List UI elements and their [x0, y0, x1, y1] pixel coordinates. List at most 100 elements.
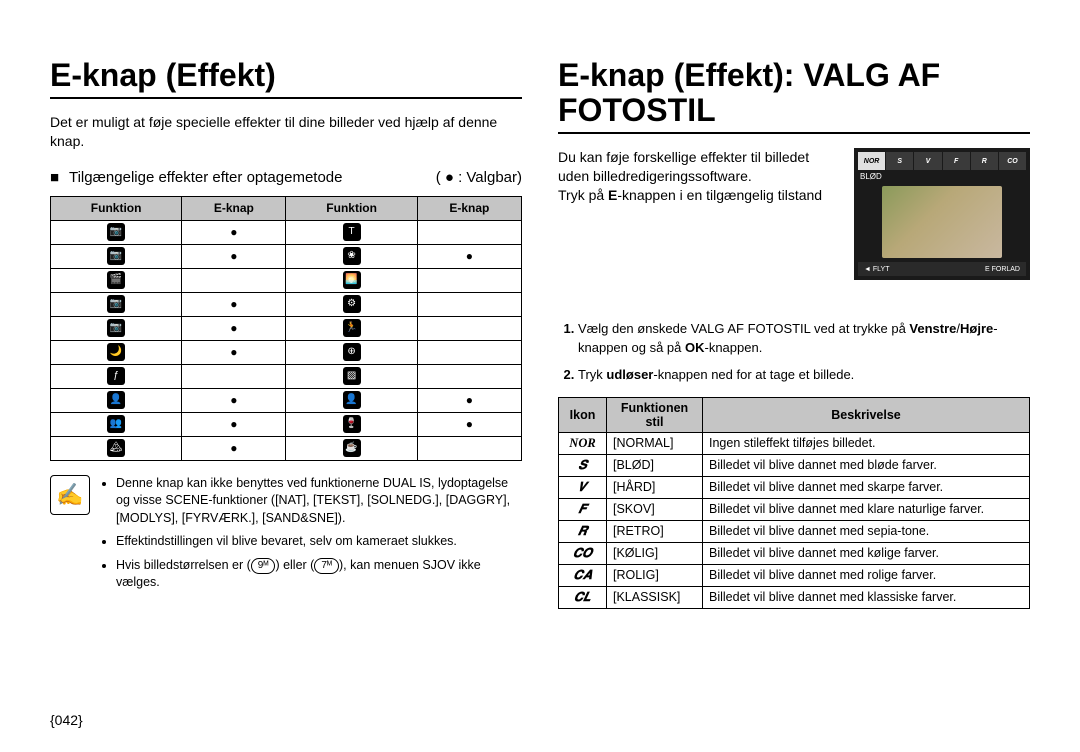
mode-icon: 👤 — [107, 391, 125, 409]
mode-icon: 📷 — [107, 319, 125, 337]
mode-icon: 📷 — [107, 223, 125, 241]
steps-list: Vælg den ønskede VALG AF FOTOSTIL ved at… — [558, 320, 1030, 385]
note-item-3: Hvis billedstørrelsen er (9ᴹ) eller (7ᴹ)… — [116, 557, 522, 592]
note-item-2: Effektindstillingen vil blive bevaret, s… — [116, 533, 522, 551]
preview-exit-label: E FORLAD — [985, 266, 1020, 273]
style-name-cell: [ROLIG] — [607, 564, 703, 586]
mode-icon: 👤 — [343, 391, 361, 409]
avail-header: Funktion — [286, 196, 417, 220]
style-name-cell: [BLØD] — [607, 454, 703, 476]
style-name-cell: [HÅRD] — [607, 476, 703, 498]
style-name-cell: [KLASSISK] — [607, 586, 703, 608]
table-row: 𝑪𝑶[KØLIG]Billedet vil blive dannet med k… — [559, 542, 1030, 564]
mode-icon: ƒ — [107, 367, 125, 385]
table-row: 👥●🍷● — [51, 412, 522, 436]
table-row: 𝑭[SKOV]Billedet vil blive dannet med kla… — [559, 498, 1030, 520]
mode-icon: 🍷 — [343, 415, 361, 433]
preview-sel-label: BLØD — [860, 172, 882, 181]
style-icon-cell: 𝑪𝑨 — [559, 564, 607, 586]
mode-icon: 🎬 — [107, 271, 125, 289]
table-row: 𝑹[RETRO]Billedet vil blive dannet med se… — [559, 520, 1030, 542]
styles-header: Ikon — [559, 397, 607, 432]
left-heading: E-knap (Effekt) — [50, 58, 522, 99]
style-desc-cell: Billedet vil blive dannet med bløde farv… — [703, 454, 1030, 476]
style-chip: F — [943, 152, 970, 170]
subhead-right: ( ● : Valgbar) — [436, 169, 522, 186]
camera-preview: NORSVFRCO BLØD ◄ FLYT E FORLAD — [854, 148, 1030, 280]
table-row: 𝑽[HÅRD]Billedet vil blive dannet med ska… — [559, 476, 1030, 498]
table-row: 𝑪𝑨[ROLIG]Billedet vil blive dannet med r… — [559, 564, 1030, 586]
mode-icon: 🌙 — [107, 343, 125, 361]
mode-icon: 📷 — [107, 295, 125, 313]
style-name-cell: [NORMAL] — [607, 432, 703, 454]
mode-icon: ⊕ — [343, 343, 361, 361]
styles-header: Funktionen stil — [607, 397, 703, 432]
mode-icon: ⚙ — [343, 295, 361, 313]
style-desc-cell: Billedet vil blive dannet med rolige far… — [703, 564, 1030, 586]
note-item-1: Denne knap kan ikke benyttes ved funktio… — [116, 475, 522, 528]
style-chip: NOR — [858, 152, 885, 170]
style-name-cell: [RETRO] — [607, 520, 703, 542]
size-pill-2: 7ᴹ — [314, 558, 339, 574]
table-row: 👤●👤● — [51, 388, 522, 412]
style-icon-cell: 𝑪𝑳 — [559, 586, 607, 608]
table-row: 𝑪𝑳[KLASSISK]Billedet vil blive dannet me… — [559, 586, 1030, 608]
style-desc-cell: Billedet vil blive dannet med kølige far… — [703, 542, 1030, 564]
style-icon-cell: 𝑭 — [559, 498, 607, 520]
style-desc-cell: Billedet vil blive dannet med sepia-tone… — [703, 520, 1030, 542]
mode-icon: 🏃 — [343, 319, 361, 337]
mode-icon: ☕ — [343, 439, 361, 457]
style-desc-cell: Billedet vil blive dannet med klare natu… — [703, 498, 1030, 520]
style-icon-cell: NOR — [559, 432, 607, 454]
style-desc-cell: Billedet vil blive dannet med skarpe far… — [703, 476, 1030, 498]
styles-table: IkonFunktionen stilBeskrivelse NOR[NORMA… — [558, 397, 1030, 609]
style-name-cell: [SKOV] — [607, 498, 703, 520]
availability-subhead: ■ Tilgængelige effekter efter optagemeto… — [50, 169, 522, 186]
style-chip: V — [914, 152, 941, 170]
note-icon: ✍ — [50, 475, 90, 515]
style-icon-cell: 𝑹 — [559, 520, 607, 542]
style-desc-cell: Billedet vil blive dannet med klassiske … — [703, 586, 1030, 608]
right-column: E-knap (Effekt): VALG AF FOTOSTIL Du kan… — [558, 58, 1030, 609]
mode-icon: 👥 — [107, 415, 125, 433]
mode-icon: 🌅 — [343, 271, 361, 289]
mode-icon: ▨ — [343, 367, 361, 385]
table-row: NOR[NORMAL]Ingen stileffekt tilføjes bil… — [559, 432, 1030, 454]
style-chip: CO — [999, 152, 1026, 170]
size-pill-1: 9ᴹ — [251, 558, 276, 574]
page-number: {042} — [50, 712, 83, 728]
mode-icon: ❀ — [343, 247, 361, 265]
style-name-cell: [KØLIG] — [607, 542, 703, 564]
left-intro: Det er muligt at føje specielle effekter… — [50, 113, 522, 151]
style-icon-cell: 𝑽 — [559, 476, 607, 498]
preview-photo — [882, 186, 1002, 258]
mode-icon: 📷 — [107, 247, 125, 265]
avail-header: Funktion — [51, 196, 182, 220]
right-heading: E-knap (Effekt): VALG AF FOTOSTIL — [558, 58, 1030, 134]
style-icon-cell: 𝑺 — [559, 454, 607, 476]
subhead-left: ■ Tilgængelige effekter efter optagemeto… — [50, 169, 342, 186]
step-1: Vælg den ønskede VALG AF FOTOSTIL ved at… — [578, 320, 1030, 358]
table-row: 🎬🌅 — [51, 268, 522, 292]
table-row: 📷●T — [51, 220, 522, 244]
note-box: ✍ Denne knap kan ikke benyttes ved funkt… — [50, 475, 522, 598]
style-chip: S — [886, 152, 913, 170]
table-row: ƒ▨ — [51, 364, 522, 388]
style-desc-cell: Ingen stileffekt tilføjes billedet. — [703, 432, 1030, 454]
left-column: E-knap (Effekt) Det er muligt at føje sp… — [50, 58, 522, 609]
table-row: 📷●⚙ — [51, 292, 522, 316]
table-row: 🏔●☕ — [51, 436, 522, 460]
step-2: Tryk udløser-knappen ned for at tage et … — [578, 366, 1030, 385]
mode-icon: T — [343, 223, 361, 241]
preview-move-label: ◄ FLYT — [864, 266, 889, 273]
availability-table: FunktionE-knapFunktionE-knap 📷●T📷●❀●🎬🌅📷●… — [50, 196, 522, 461]
right-intro-row: Du kan føje forskellige effekter til bil… — [558, 148, 1030, 280]
style-icon-cell: 𝑪𝑶 — [559, 542, 607, 564]
table-row: 📷●❀● — [51, 244, 522, 268]
avail-header: E-knap — [182, 196, 286, 220]
styles-header: Beskrivelse — [703, 397, 1030, 432]
table-row: 𝑺[BLØD]Billedet vil blive dannet med blø… — [559, 454, 1030, 476]
right-intro: Du kan føje forskellige effekter til bil… — [558, 148, 844, 205]
table-row: 🌙●⊕ — [51, 340, 522, 364]
mode-icon: 🏔 — [107, 439, 125, 457]
